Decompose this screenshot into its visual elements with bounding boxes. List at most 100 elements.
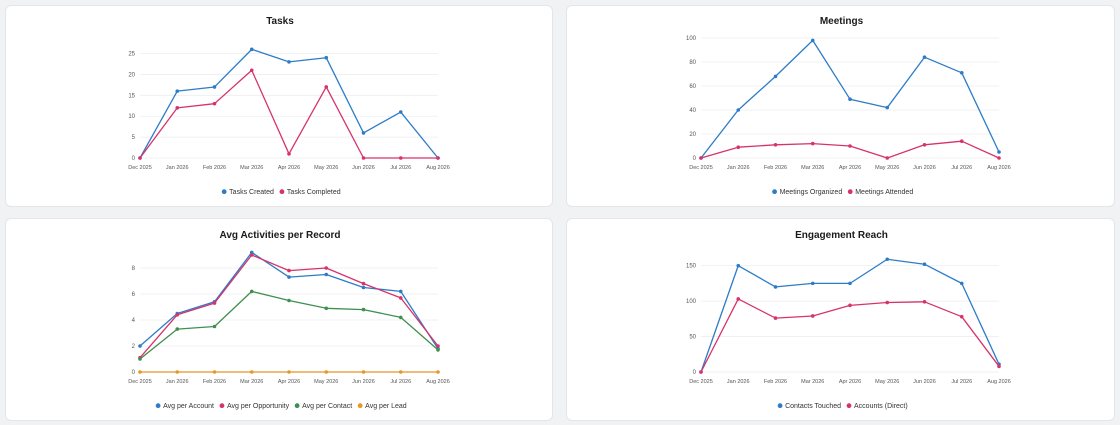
legend-item-avg-per-contact[interactable]: Avg per Contact: [294, 403, 353, 410]
y-tick-label: 5: [132, 135, 136, 141]
data-point-avg-per-contact[interactable]: [249, 289, 254, 294]
data-point-meetings-attended[interactable]: [848, 144, 852, 148]
data-point-meetings-organized[interactable]: [736, 108, 741, 112]
data-point-avg-per-account[interactable]: [138, 344, 142, 348]
data-point-meetings-organized[interactable]: [848, 97, 852, 101]
data-point-avg-per-lead[interactable]: [361, 370, 366, 374]
series-line-accounts-direct: [700, 298, 1000, 373]
data-point-meetings-attended[interactable]: [810, 141, 815, 146]
data-point-meetings-organized[interactable]: [773, 74, 778, 79]
data-point-accounts-direct[interactable]: [959, 314, 964, 319]
data-point-tasks-created[interactable]: [249, 47, 254, 52]
data-point-avg-per-lead[interactable]: [212, 370, 217, 374]
legend-item-avg-per-opportunity[interactable]: Avg per Opportunity: [219, 403, 290, 410]
x-tick-label: Dec 2025: [128, 379, 152, 385]
data-point-avg-per-lead[interactable]: [398, 370, 403, 374]
data-point-tasks-created[interactable]: [212, 85, 217, 89]
data-point-meetings-attended[interactable]: [699, 156, 703, 160]
data-point-avg-per-opportunity[interactable]: [212, 301, 217, 305]
legend-item-contacts-touched[interactable]: Contacts Touched: [777, 403, 841, 410]
data-point-avg-per-lead[interactable]: [138, 370, 142, 374]
data-point-contacts-touched[interactable]: [885, 257, 890, 262]
x-tick-label: Aug 2026: [987, 379, 1011, 385]
y-tick-label: 50: [689, 335, 696, 341]
data-point-meetings-organized[interactable]: [885, 105, 890, 110]
data-point-accounts-direct[interactable]: [773, 316, 778, 320]
data-point-avg-per-contact[interactable]: [287, 298, 291, 303]
data-point-avg-per-contact[interactable]: [138, 357, 142, 361]
data-point-avg-per-lead[interactable]: [287, 370, 291, 374]
data-point-meetings-organized[interactable]: [959, 71, 964, 75]
data-point-tasks-completed[interactable]: [249, 68, 254, 73]
data-point-avg-per-account[interactable]: [398, 289, 403, 294]
legend-item-meetings-attended[interactable]: Meetings Attended: [847, 189, 913, 196]
data-point-tasks-created[interactable]: [175, 89, 180, 93]
data-point-meetings-attended[interactable]: [736, 145, 741, 149]
legend-label: Tasks Created: [229, 189, 274, 196]
data-point-contacts-touched[interactable]: [922, 262, 927, 267]
data-point-tasks-completed[interactable]: [436, 156, 440, 160]
data-point-avg-per-account[interactable]: [249, 250, 254, 255]
data-point-accounts-direct[interactable]: [736, 297, 741, 301]
data-point-avg-per-lead[interactable]: [436, 370, 440, 374]
data-point-meetings-attended[interactable]: [885, 156, 890, 160]
data-point-accounts-direct[interactable]: [848, 303, 852, 308]
data-point-avg-per-contact[interactable]: [212, 324, 217, 329]
x-tick-label: Jun 2026: [352, 165, 375, 171]
data-point-contacts-touched[interactable]: [773, 285, 778, 289]
data-point-tasks-completed[interactable]: [324, 85, 329, 89]
data-point-contacts-touched[interactable]: [959, 281, 964, 286]
data-point-meetings-attended[interactable]: [773, 143, 778, 147]
data-point-avg-per-contact[interactable]: [324, 306, 329, 311]
data-point-accounts-direct[interactable]: [885, 300, 890, 305]
data-point-avg-per-contact[interactable]: [436, 348, 440, 352]
data-point-avg-per-account[interactable]: [361, 285, 366, 290]
data-point-avg-per-contact[interactable]: [175, 327, 180, 331]
y-tick-label: 15: [128, 93, 135, 99]
data-point-avg-per-contact[interactable]: [361, 307, 366, 312]
data-point-accounts-direct[interactable]: [997, 364, 1001, 369]
data-point-contacts-touched[interactable]: [736, 263, 741, 268]
data-point-contacts-touched[interactable]: [848, 281, 852, 286]
data-point-tasks-completed[interactable]: [175, 106, 180, 110]
legend-item-accounts-direct[interactable]: Accounts (Direct): [846, 403, 908, 410]
data-point-tasks-completed[interactable]: [398, 156, 403, 160]
data-point-meetings-attended[interactable]: [959, 139, 964, 143]
data-point-tasks-completed[interactable]: [138, 156, 142, 160]
data-point-avg-per-opportunity[interactable]: [175, 313, 180, 317]
data-point-meetings-organized[interactable]: [810, 38, 815, 43]
data-point-tasks-created[interactable]: [361, 131, 366, 135]
data-point-avg-per-opportunity[interactable]: [287, 268, 291, 273]
data-point-avg-per-opportunity[interactable]: [249, 253, 254, 257]
data-point-tasks-created[interactable]: [287, 60, 291, 64]
data-point-avg-per-lead[interactable]: [324, 370, 329, 374]
data-point-tasks-completed[interactable]: [287, 152, 291, 156]
data-point-avg-per-opportunity[interactable]: [436, 344, 440, 348]
data-point-avg-per-opportunity[interactable]: [398, 296, 403, 300]
legend-item-meetings-organized[interactable]: Meetings Organized: [772, 189, 842, 196]
data-point-meetings-attended[interactable]: [922, 143, 927, 147]
data-point-avg-per-lead[interactable]: [249, 370, 254, 374]
data-point-avg-per-account[interactable]: [287, 275, 291, 279]
chart-title: Engagement Reach: [795, 230, 888, 241]
data-point-meetings-organized[interactable]: [922, 55, 927, 59]
data-point-meetings-organized[interactable]: [997, 150, 1001, 154]
data-point-accounts-direct[interactable]: [699, 370, 703, 374]
data-point-avg-per-opportunity[interactable]: [324, 266, 329, 270]
data-point-avg-per-contact[interactable]: [398, 315, 403, 320]
data-point-avg-per-account[interactable]: [324, 272, 329, 277]
data-point-tasks-created[interactable]: [398, 110, 403, 114]
legend-item-avg-per-lead[interactable]: Avg per Lead: [357, 403, 407, 410]
data-point-avg-per-lead[interactable]: [175, 370, 180, 374]
data-point-tasks-completed[interactable]: [212, 101, 217, 106]
legend-item-tasks-completed[interactable]: Tasks Completed: [279, 189, 341, 196]
data-point-accounts-direct[interactable]: [810, 314, 815, 318]
data-point-tasks-completed[interactable]: [361, 156, 366, 160]
legend-item-avg-per-account[interactable]: Avg per Account: [155, 403, 214, 410]
data-point-contacts-touched[interactable]: [810, 281, 815, 286]
legend-item-tasks-created[interactable]: Tasks Created: [221, 189, 274, 196]
data-point-tasks-created[interactable]: [324, 55, 329, 60]
data-point-meetings-attended[interactable]: [997, 156, 1001, 160]
data-point-accounts-direct[interactable]: [922, 300, 927, 304]
data-point-avg-per-opportunity[interactable]: [361, 281, 366, 286]
